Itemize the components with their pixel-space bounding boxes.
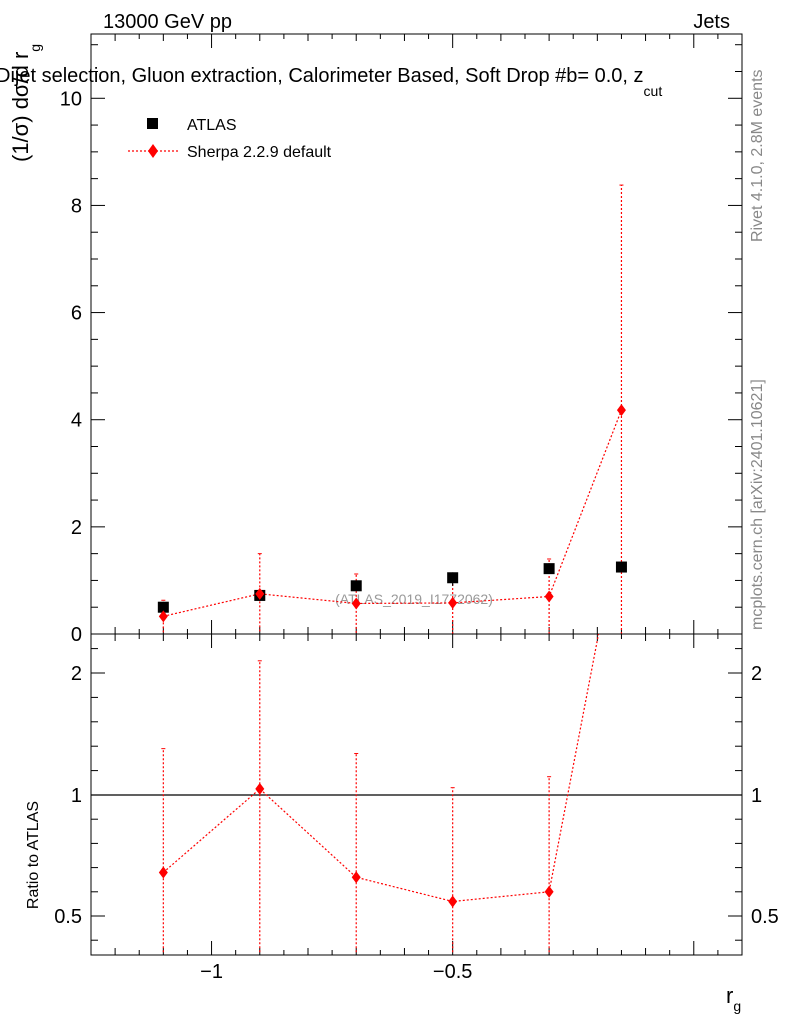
ratio-xlabel-text: r (726, 983, 733, 1008)
ratio-ytick-label-left: 2 (71, 663, 82, 685)
main-panel: 0 2 4 6 8 10 (60, 33, 743, 646)
header-right: Jets (693, 11, 730, 33)
ratio-ytick-label-left: 1 (71, 785, 82, 807)
sherpa-point (448, 596, 458, 609)
main-ylabel: (1/σ) dσ/d rg (8, 44, 43, 162)
ratio-sherpa-point (448, 895, 458, 908)
plot-title-main: Dijet selection, Gluon extraction, Calor… (0, 65, 644, 87)
ratio-xlabel-sub: g (733, 998, 741, 1014)
sherpa-point (158, 610, 168, 623)
atlas-point (350, 580, 362, 592)
legend-sherpa-marker (148, 144, 158, 158)
ratio-sherpa-point (158, 866, 168, 879)
plot-title-sub: cut (644, 83, 663, 99)
main-ytick-label: 2 (71, 517, 82, 539)
ratio-ytick-label-right: 0.5 (751, 906, 779, 928)
ratio-sherpa-point (544, 885, 554, 898)
legend-atlas-label: ATLAS (187, 117, 237, 134)
ratio-sherpa-line (162, 634, 600, 903)
atlas-point (447, 572, 459, 584)
ratio-panel: 0.5 0.5 1 1 2 2 −1 −0.5 (54, 633, 779, 983)
ratio-clipped-group (158, 634, 600, 953)
atlas-point (543, 563, 555, 575)
ratio-xtick-label: −0.5 (433, 961, 472, 983)
header-left: 13000 GeV pp (103, 11, 232, 33)
mcplots-label: mcplots.cern.ch [arXiv:2401.10621] (749, 379, 766, 630)
atlas-point (615, 561, 627, 573)
ratio-ytick-label-right: 2 (751, 663, 762, 685)
ratio-ylabel: Ratio to ATLAS (25, 801, 42, 909)
ratio-xtick-label: −1 (200, 961, 223, 983)
ratio-ytick-label-right: 1 (751, 785, 762, 807)
ratio-xlabel: rg (726, 983, 741, 1014)
legend: ATLAS Sherpa 2.2.9 default (128, 117, 332, 161)
main-ylabel-sub: g (27, 44, 43, 52)
ratio-sherpa-point (351, 871, 361, 884)
main-ytick-label: 8 (71, 195, 82, 217)
main-ytick-label: 4 (71, 410, 82, 432)
sherpa-point (616, 404, 626, 417)
main-ylabel-text: (1/σ) dσ/d r (8, 52, 33, 162)
ratio-sherpa-point (255, 782, 265, 795)
rivet-label: Rivet 4.1.0, 2.8M events (749, 69, 766, 242)
main-ytick-label: 10 (60, 88, 82, 110)
plot-title: Dijet selection, Gluon extraction, Calor… (0, 65, 662, 99)
ratio-ytick-label-left: 0.5 (54, 906, 82, 928)
legend-sherpa-label: Sherpa 2.2.9 default (187, 144, 332, 161)
sherpa-point (544, 590, 554, 603)
sherpa-point (351, 597, 361, 610)
sherpa-line (163, 409, 623, 617)
sherpa-point (255, 587, 265, 600)
main-ytick-label: 0 (71, 624, 82, 646)
legend-atlas-marker (147, 118, 158, 129)
main-ytick-label: 6 (71, 303, 82, 325)
atlas-point (157, 601, 169, 613)
